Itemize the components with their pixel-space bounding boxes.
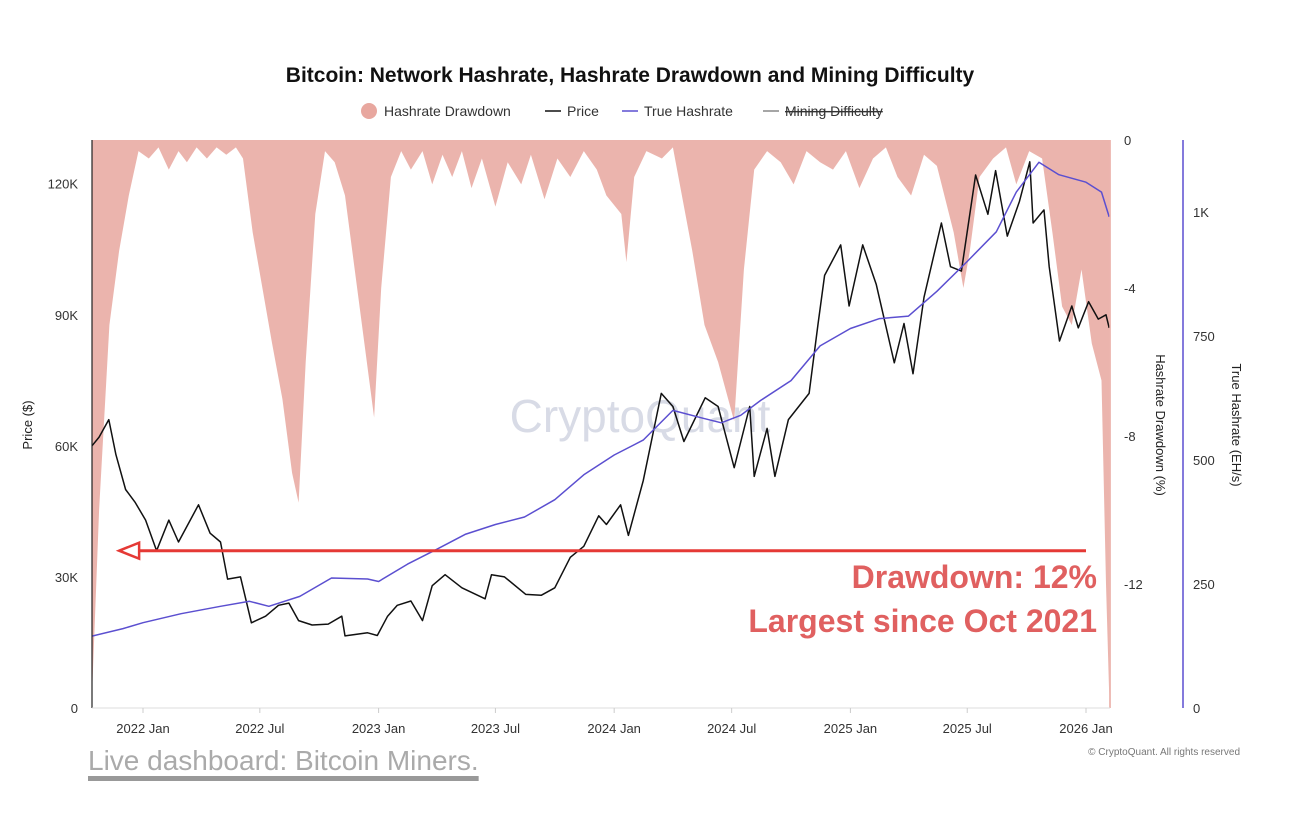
watermark: CryptoQuant [510, 390, 771, 442]
price-tick-label: 60K [55, 439, 78, 454]
legend-item-mining-difficulty[interactable]: Mining Difficulty [763, 103, 883, 119]
legend: Hashrate Drawdown Price True Hashrate Minin… [361, 103, 883, 119]
axes: 0 30K 60K 90K 120K 0 -4 -8 -12 0 250 500 750 1K 2022 J… [48, 133, 1215, 736]
x-tick-label: 2023 Jan [352, 721, 406, 736]
legend-label: Mining Difficulty [785, 103, 883, 119]
hashrate-tick-label: 0 [1193, 701, 1200, 716]
copyright: © CryptoQuant. All rights reserved [1088, 747, 1240, 758]
drawdown-tick-label: -8 [1124, 429, 1136, 444]
annotation-line1: Drawdown: 12% [852, 559, 1097, 595]
legend-label: Hashrate Drawdown [384, 103, 511, 119]
hashrate-tick-label: 250 [1193, 577, 1215, 592]
hashrate-tick-label: 1K [1193, 205, 1209, 220]
legend-label: True Hashrate [644, 103, 733, 119]
x-tick-label: 2024 Jan [587, 721, 641, 736]
drawdown-axis-title: Hashrate Drawdown (%) [1153, 354, 1168, 496]
plot-area [91, 140, 1110, 695]
x-tick-label: 2025 Jul [943, 721, 992, 736]
price-line [91, 161, 1110, 637]
legend-item-price[interactable]: Price [545, 103, 599, 119]
legend-item-hashrate-drawdown[interactable]: Hashrate Drawdown [361, 103, 511, 119]
drawdown-tick-label: 0 [1124, 133, 1131, 148]
annotation-arrowhead-icon [115, 540, 141, 561]
legend-item-true-hashrate[interactable]: True Hashrate [622, 103, 733, 119]
true-hashrate-line [91, 161, 1110, 637]
price-tick-label: 120K [48, 177, 79, 192]
bitcoin-miners-dashboard-link[interactable]: Live dashboard: Bitcoin Miners. [88, 745, 479, 776]
x-tick-label: 2022 Jul [235, 721, 284, 736]
x-tick-label: 2026 Jan [1059, 721, 1113, 736]
legend-swatch-circle [361, 103, 377, 119]
chart-title: Bitcoin: Network Hashrate, Hashrate Draw… [286, 64, 975, 87]
x-tick-label: 2022 Jan [116, 721, 170, 736]
hashrate-axis-title: True Hashrate (EH/s) [1229, 363, 1244, 486]
x-tick-label: 2023 Jul [471, 721, 520, 736]
price-tick-label: 30K [55, 570, 78, 585]
price-tick-label: 0 [71, 701, 78, 716]
price-tick-label: 90K [55, 308, 78, 323]
annotation-line2: Largest since Oct 2021 [748, 603, 1097, 639]
x-tick-label: 2024 Jul [707, 721, 756, 736]
hashrate-drawdown-area [92, 140, 1110, 695]
drawdown-tick-label: -4 [1124, 281, 1136, 296]
hashrate-tick-label: 750 [1193, 329, 1215, 344]
legend-label: Price [567, 103, 599, 119]
price-axis-title: Price ($) [20, 400, 35, 449]
drawdown-tick-label: -12 [1124, 577, 1143, 592]
x-tick-label: 2025 Jan [824, 721, 878, 736]
hashrate-tick-label: 500 [1193, 453, 1215, 468]
